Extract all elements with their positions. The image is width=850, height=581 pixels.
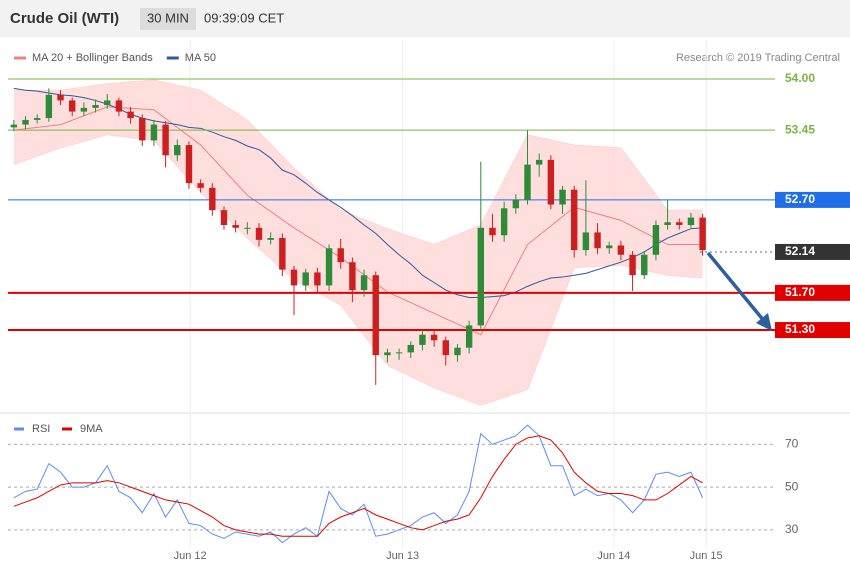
x-tick-label: Jun 13 — [386, 550, 419, 562]
candle-body — [290, 269, 298, 286]
candle-body — [68, 100, 76, 112]
candle-body — [500, 208, 508, 236]
candle-body — [174, 145, 181, 156]
candle-body — [360, 275, 368, 291]
candle-body — [127, 111, 134, 119]
candle-body — [209, 187, 216, 211]
candle-body — [477, 227, 485, 326]
y-tick-label: 70 — [785, 437, 799, 451]
bollinger-lower — [13, 134, 703, 406]
candle-body — [33, 118, 41, 120]
credit: Research © 2019 Trading Central — [676, 52, 840, 64]
legend-label: MA 20 + Bollinger Bands — [32, 52, 153, 64]
candle-body — [454, 347, 461, 356]
time: 09:39:09 CET — [204, 10, 284, 25]
arrow-head — [756, 313, 772, 331]
candle-body — [80, 107, 88, 112]
candle-body — [699, 217, 706, 251]
rsi-line — [13, 424, 704, 544]
candle-body — [465, 325, 473, 348]
candle-body — [197, 183, 204, 188]
legend-label: 9MA — [80, 423, 103, 435]
candle-body — [559, 189, 566, 205]
candle-body — [641, 254, 648, 276]
legend-label: MA 50 — [185, 52, 216, 64]
candle-body — [325, 248, 333, 286]
x-tick-label: Jun 15 — [690, 550, 723, 562]
arrow-shaft — [706, 251, 767, 324]
level-label-box — [775, 284, 850, 301]
candle-body — [430, 334, 438, 341]
level-label-box — [775, 191, 850, 208]
bollinger-upper — [13, 79, 703, 246]
candle-body — [442, 340, 449, 356]
level-label-box — [775, 322, 850, 339]
candle-body — [150, 124, 158, 141]
candle-body — [92, 105, 99, 108]
candle-body — [547, 159, 555, 205]
y-tick-label: 50 — [785, 479, 799, 493]
level-label: 51.30 — [785, 322, 815, 336]
candle-body — [255, 227, 263, 240]
candle-body — [244, 227, 251, 229]
level-label-box — [775, 243, 850, 260]
candle-body — [22, 119, 29, 125]
candle-body — [279, 238, 286, 270]
level-label: 52.14 — [785, 244, 815, 258]
candle-body — [652, 225, 660, 255]
candle-body — [676, 222, 683, 225]
candle-body — [512, 199, 520, 209]
candle-body — [372, 275, 379, 356]
candle-body — [349, 262, 356, 291]
level-label: 52.70 — [785, 192, 815, 206]
timeframe-box — [140, 8, 196, 30]
candle-body — [582, 232, 590, 251]
forecast-arrow — [706, 251, 772, 331]
timeframe: 30 MIN — [147, 10, 189, 25]
x-tick-label: Jun 12 — [174, 550, 207, 562]
candle-body — [267, 238, 274, 240]
candle-body — [570, 189, 578, 251]
candle-body — [419, 334, 426, 345]
rsi-line — [13, 435, 703, 537]
candle-body — [45, 94, 53, 119]
candle-body — [664, 222, 671, 225]
chart-title: Crude Oil (WTI) — [10, 10, 119, 27]
x-tick-label: Jun 14 — [597, 550, 630, 562]
level-label: 54.00 — [785, 71, 815, 85]
candle-body — [162, 124, 169, 156]
candle-body — [384, 352, 391, 356]
legend-label: RSI — [32, 423, 50, 435]
candle-body — [606, 245, 613, 249]
candle-body — [314, 272, 321, 286]
candle-body — [629, 254, 636, 276]
candle-body — [489, 227, 496, 236]
candle-body — [395, 352, 403, 354]
candle-body — [115, 100, 123, 112]
candle-body — [535, 159, 543, 165]
candle-body — [687, 217, 695, 225]
candle-body — [232, 225, 239, 228]
level-label: 53.45 — [785, 122, 815, 136]
candle-body — [139, 118, 146, 141]
candle-body — [302, 272, 309, 286]
candle-body — [104, 100, 111, 106]
candle-body — [617, 245, 625, 255]
candle-body — [185, 145, 193, 184]
level-label: 51.70 — [785, 285, 815, 299]
y-tick-label: 30 — [785, 522, 799, 536]
candle-body — [57, 94, 64, 101]
candle-body — [524, 164, 531, 200]
candle-body — [220, 210, 228, 225]
candle-body — [407, 344, 414, 353]
header-bar — [0, 0, 850, 37]
candle-body — [594, 232, 601, 249]
candle-body — [10, 124, 18, 128]
candle-body — [337, 248, 344, 263]
